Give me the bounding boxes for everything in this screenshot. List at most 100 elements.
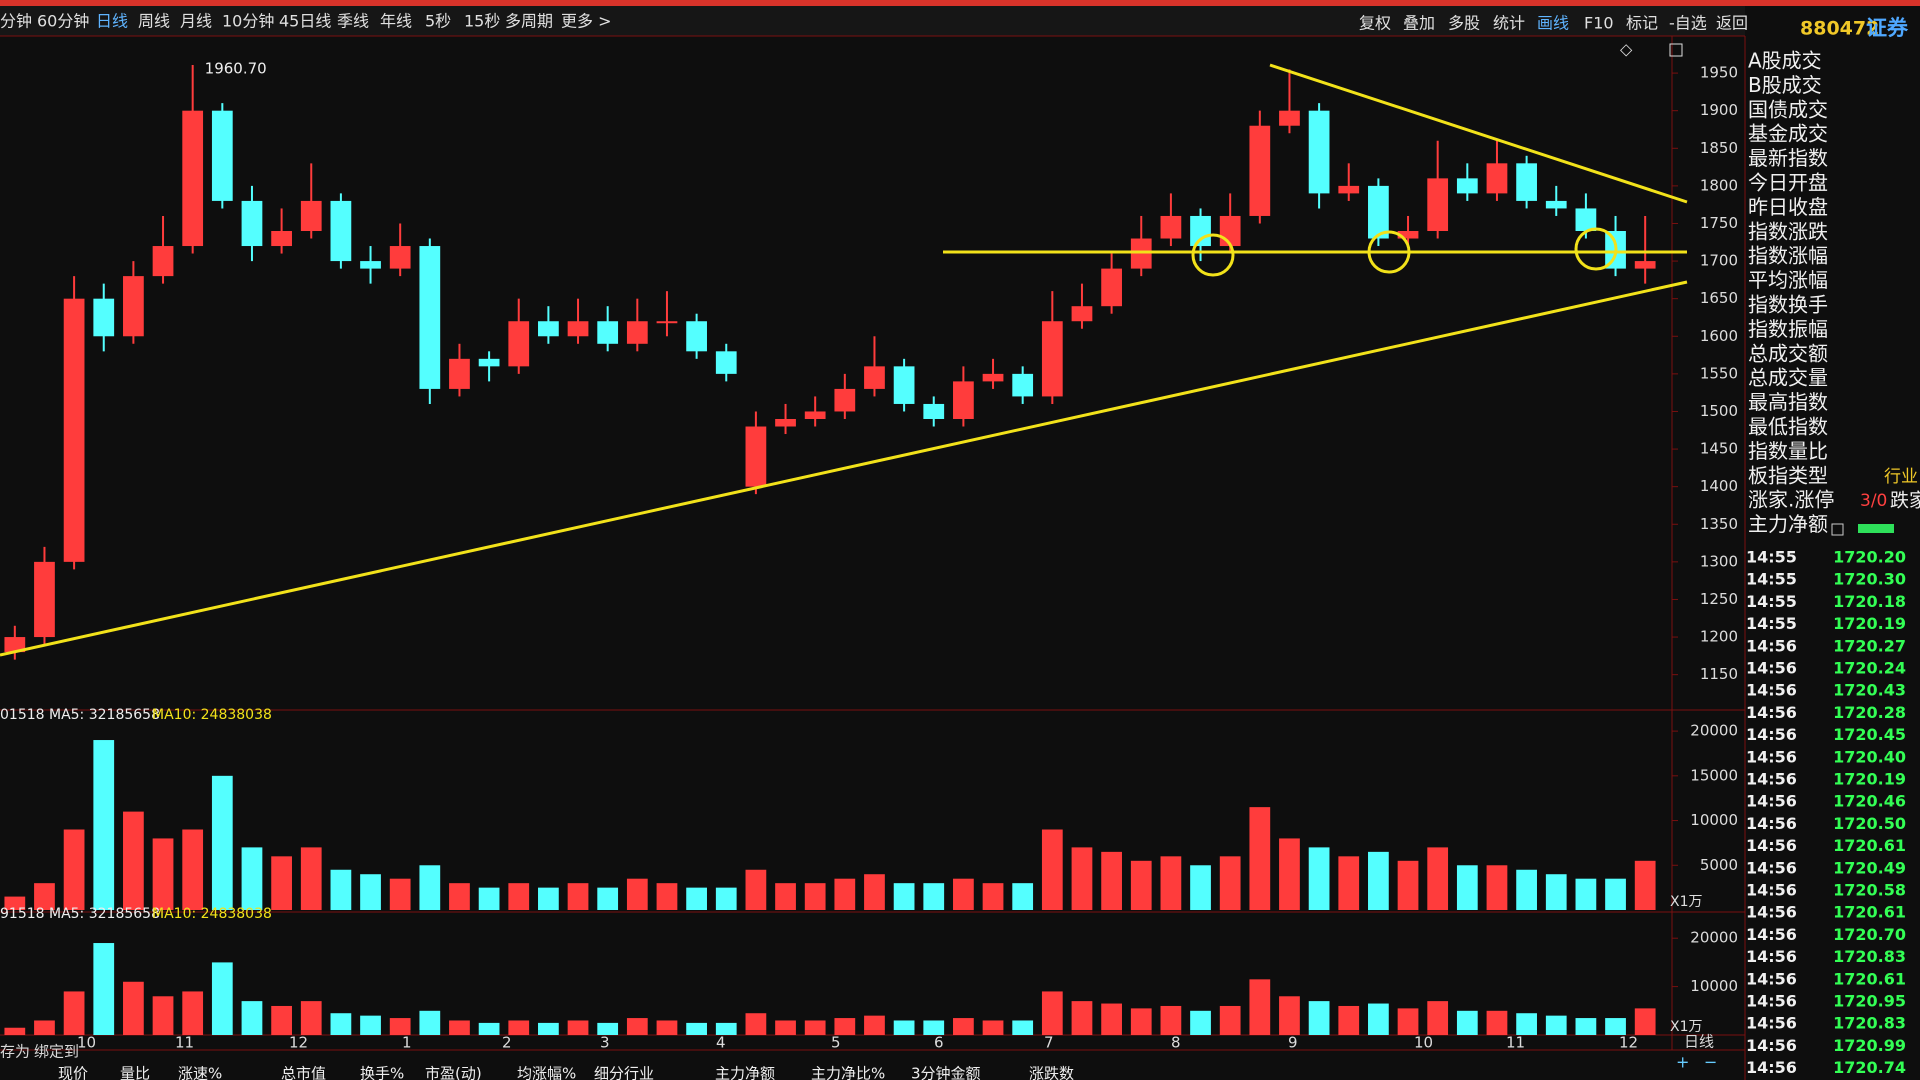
candle-body — [4, 637, 26, 653]
checkbox[interactable] — [1831, 523, 1844, 536]
volume-bar — [152, 996, 174, 1035]
side-label: 国债成交 — [1748, 97, 1828, 121]
y-tick-label: 5000 — [1700, 856, 1738, 874]
volume-bar — [1575, 1018, 1597, 1035]
y-tick-label: 1500 — [1700, 402, 1738, 420]
toolbar-button[interactable]: 日线 — [96, 12, 128, 31]
period[interactable]: 日线 — [1684, 1033, 1714, 1051]
toolbar-button[interactable]: 10分钟 — [222, 12, 274, 31]
volume-bar — [211, 962, 233, 1035]
side-label: B股成交 — [1748, 73, 1822, 97]
volume-bar — [745, 1013, 767, 1035]
volume-bar — [152, 838, 174, 910]
volume-bar — [1486, 1010, 1508, 1035]
window-icon[interactable] — [1669, 43, 1683, 57]
volume-bar — [745, 869, 767, 910]
tick-price: 1720.18 — [1833, 592, 1906, 611]
candle-body — [538, 321, 559, 337]
toolbar-button[interactable]: 年线 — [380, 12, 412, 31]
y-tick-label: 15000 — [1690, 766, 1738, 784]
column-header[interactable]: 市盈(动) — [425, 1065, 482, 1080]
tick-time: 14:56 — [1746, 747, 1797, 766]
y-tick-label: 20000 — [1690, 929, 1738, 947]
tick-price: 1720.83 — [1833, 947, 1906, 966]
tick-time: 14:55 — [1746, 614, 1797, 633]
toolbar-button[interactable]: 分钟 — [0, 12, 32, 31]
toolbar-button[interactable]: 季线 — [337, 12, 369, 31]
volume-bar — [34, 883, 55, 910]
toolbar-button[interactable]: 60分钟 — [37, 12, 89, 31]
volume-bar — [63, 829, 85, 910]
tick-time: 14:56 — [1746, 659, 1797, 678]
column-header[interactable]: 涨速% — [178, 1065, 222, 1080]
volume-bar — [1130, 1008, 1152, 1035]
y-tick-label: 1950 — [1700, 64, 1738, 82]
volume-bar — [123, 981, 144, 1035]
x-tick-label: 9 — [1288, 1034, 1298, 1052]
toolbar-button[interactable]: 更多 > — [561, 12, 612, 31]
toolbar-button[interactable]: 叠加 — [1403, 14, 1435, 33]
candle-body — [1427, 178, 1449, 231]
toolbar-button[interactable]: 5秒 — [425, 12, 451, 31]
candle-body — [478, 358, 500, 367]
column-header[interactable]: 均涨幅% — [517, 1065, 576, 1080]
toolbar-button[interactable]: 多周期 — [505, 12, 553, 31]
column-header[interactable]: 3分钟金额 — [911, 1065, 981, 1080]
volume-bar — [1516, 1013, 1537, 1035]
toolbar-button[interactable]: 周线 — [138, 12, 170, 31]
column-header[interactable]: 换手% — [360, 1065, 404, 1080]
column-header[interactable]: 现价 — [58, 1065, 88, 1080]
y-tick-label: 10000 — [1690, 977, 1738, 995]
column-header[interactable]: 主力净比% — [811, 1065, 885, 1080]
bottom-button[interactable]: 绑定到 — [34, 1043, 79, 1061]
y-tick-label: 1200 — [1700, 628, 1738, 646]
candle-body — [1368, 185, 1389, 239]
zoom-out[interactable]: − — [1704, 1053, 1717, 1072]
toolbar-button[interactable]: 画线 — [1537, 14, 1569, 33]
toolbar-button[interactable]: 复权 — [1359, 14, 1391, 33]
y-tick-label: 1150 — [1700, 665, 1738, 683]
column-header[interactable]: 涨跌数 — [1029, 1065, 1074, 1080]
tick-price: 1720.27 — [1833, 636, 1906, 655]
diamond-icon[interactable]: ◇ — [1620, 40, 1633, 59]
volume-bar — [478, 887, 500, 910]
marker-circle — [1191, 233, 1235, 277]
bottom-button[interactable]: 存为 — [0, 1043, 30, 1061]
volume-bar — [893, 1020, 915, 1035]
toolbar-button[interactable]: 统计 — [1493, 14, 1525, 33]
toolbar-button[interactable]: 返回 — [1716, 14, 1748, 33]
candle-body — [241, 200, 263, 247]
column-header[interactable]: 主力净额 — [715, 1065, 775, 1080]
x-tick-label: 7 — [1044, 1034, 1054, 1052]
toolbar-button[interactable]: -自选 — [1669, 14, 1707, 33]
side-label: 指数涨跌 — [1748, 219, 1828, 243]
column-header[interactable]: 细分行业 — [594, 1065, 654, 1080]
toolbar-button[interactable]: 月线 — [180, 12, 212, 31]
y-tick-label: 1800 — [1700, 176, 1738, 194]
column-header[interactable]: 量比 — [120, 1065, 150, 1080]
candle-body — [1041, 321, 1063, 397]
toolbar-button[interactable]: 45日线 — [279, 12, 331, 31]
toolbar-button[interactable]: 15秒 — [464, 12, 500, 31]
toolbar-button[interactable]: 多股 — [1448, 14, 1480, 33]
volume-bar — [34, 1020, 55, 1035]
volume-unit: X1万 — [1670, 894, 1703, 910]
volume-bar — [389, 878, 411, 910]
side-label: 指数涨幅 — [1748, 244, 1828, 268]
candle-body — [1575, 208, 1597, 231]
volume-bar — [1190, 865, 1211, 910]
x-tick-label: 5 — [831, 1034, 841, 1052]
tick-price: 1720.61 — [1833, 903, 1906, 922]
zoom-in[interactable]: + — [1676, 1053, 1689, 1072]
volume-bar — [1219, 1005, 1241, 1035]
toolbar-button[interactable]: 标记 — [1626, 14, 1658, 33]
volume-bar — [1219, 856, 1241, 910]
volume-bar — [330, 1013, 352, 1035]
code: 880472 — [1800, 18, 1879, 40]
candle-body — [834, 388, 856, 412]
column-header[interactable]: 总市值 — [281, 1065, 326, 1080]
tick-price: 1720.61 — [1833, 969, 1906, 988]
toolbar-button[interactable]: F10 — [1584, 14, 1614, 33]
volume-bar — [953, 878, 974, 910]
candle-body — [864, 366, 885, 389]
